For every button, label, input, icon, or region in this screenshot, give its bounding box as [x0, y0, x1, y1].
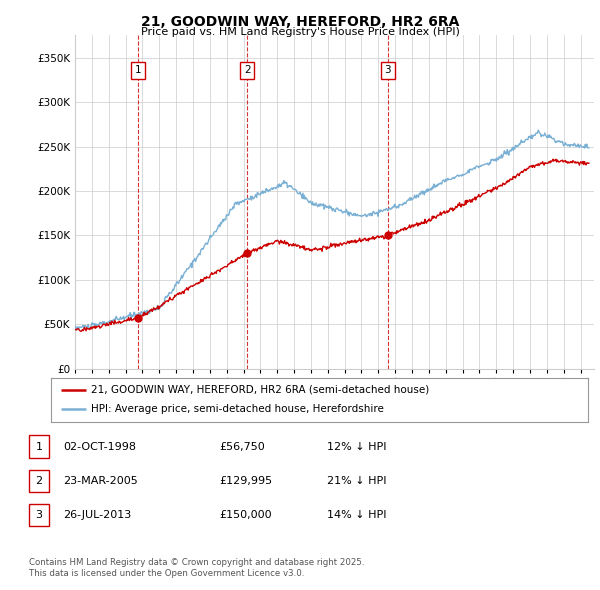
Text: 14% ↓ HPI: 14% ↓ HPI: [327, 510, 386, 520]
Text: 21, GOODWIN WAY, HEREFORD, HR2 6RA: 21, GOODWIN WAY, HEREFORD, HR2 6RA: [141, 15, 459, 29]
Text: 21% ↓ HPI: 21% ↓ HPI: [327, 476, 386, 486]
Text: 02-OCT-1998: 02-OCT-1998: [63, 442, 136, 451]
Text: 12% ↓ HPI: 12% ↓ HPI: [327, 442, 386, 451]
Text: 2: 2: [35, 476, 43, 486]
Text: £129,995: £129,995: [219, 476, 272, 486]
Text: 21, GOODWIN WAY, HEREFORD, HR2 6RA (semi-detached house): 21, GOODWIN WAY, HEREFORD, HR2 6RA (semi…: [91, 385, 430, 395]
Text: Contains HM Land Registry data © Crown copyright and database right 2025.
This d: Contains HM Land Registry data © Crown c…: [29, 558, 364, 578]
Text: 1: 1: [35, 442, 43, 451]
Text: Price paid vs. HM Land Registry's House Price Index (HPI): Price paid vs. HM Land Registry's House …: [140, 27, 460, 37]
Text: 2: 2: [244, 65, 251, 76]
Text: 23-MAR-2005: 23-MAR-2005: [63, 476, 138, 486]
Text: £150,000: £150,000: [219, 510, 272, 520]
Text: 26-JUL-2013: 26-JUL-2013: [63, 510, 131, 520]
Text: 1: 1: [135, 65, 142, 76]
Text: 3: 3: [35, 510, 43, 520]
Text: HPI: Average price, semi-detached house, Herefordshire: HPI: Average price, semi-detached house,…: [91, 405, 384, 414]
Text: 3: 3: [385, 65, 391, 76]
Text: £56,750: £56,750: [219, 442, 265, 451]
